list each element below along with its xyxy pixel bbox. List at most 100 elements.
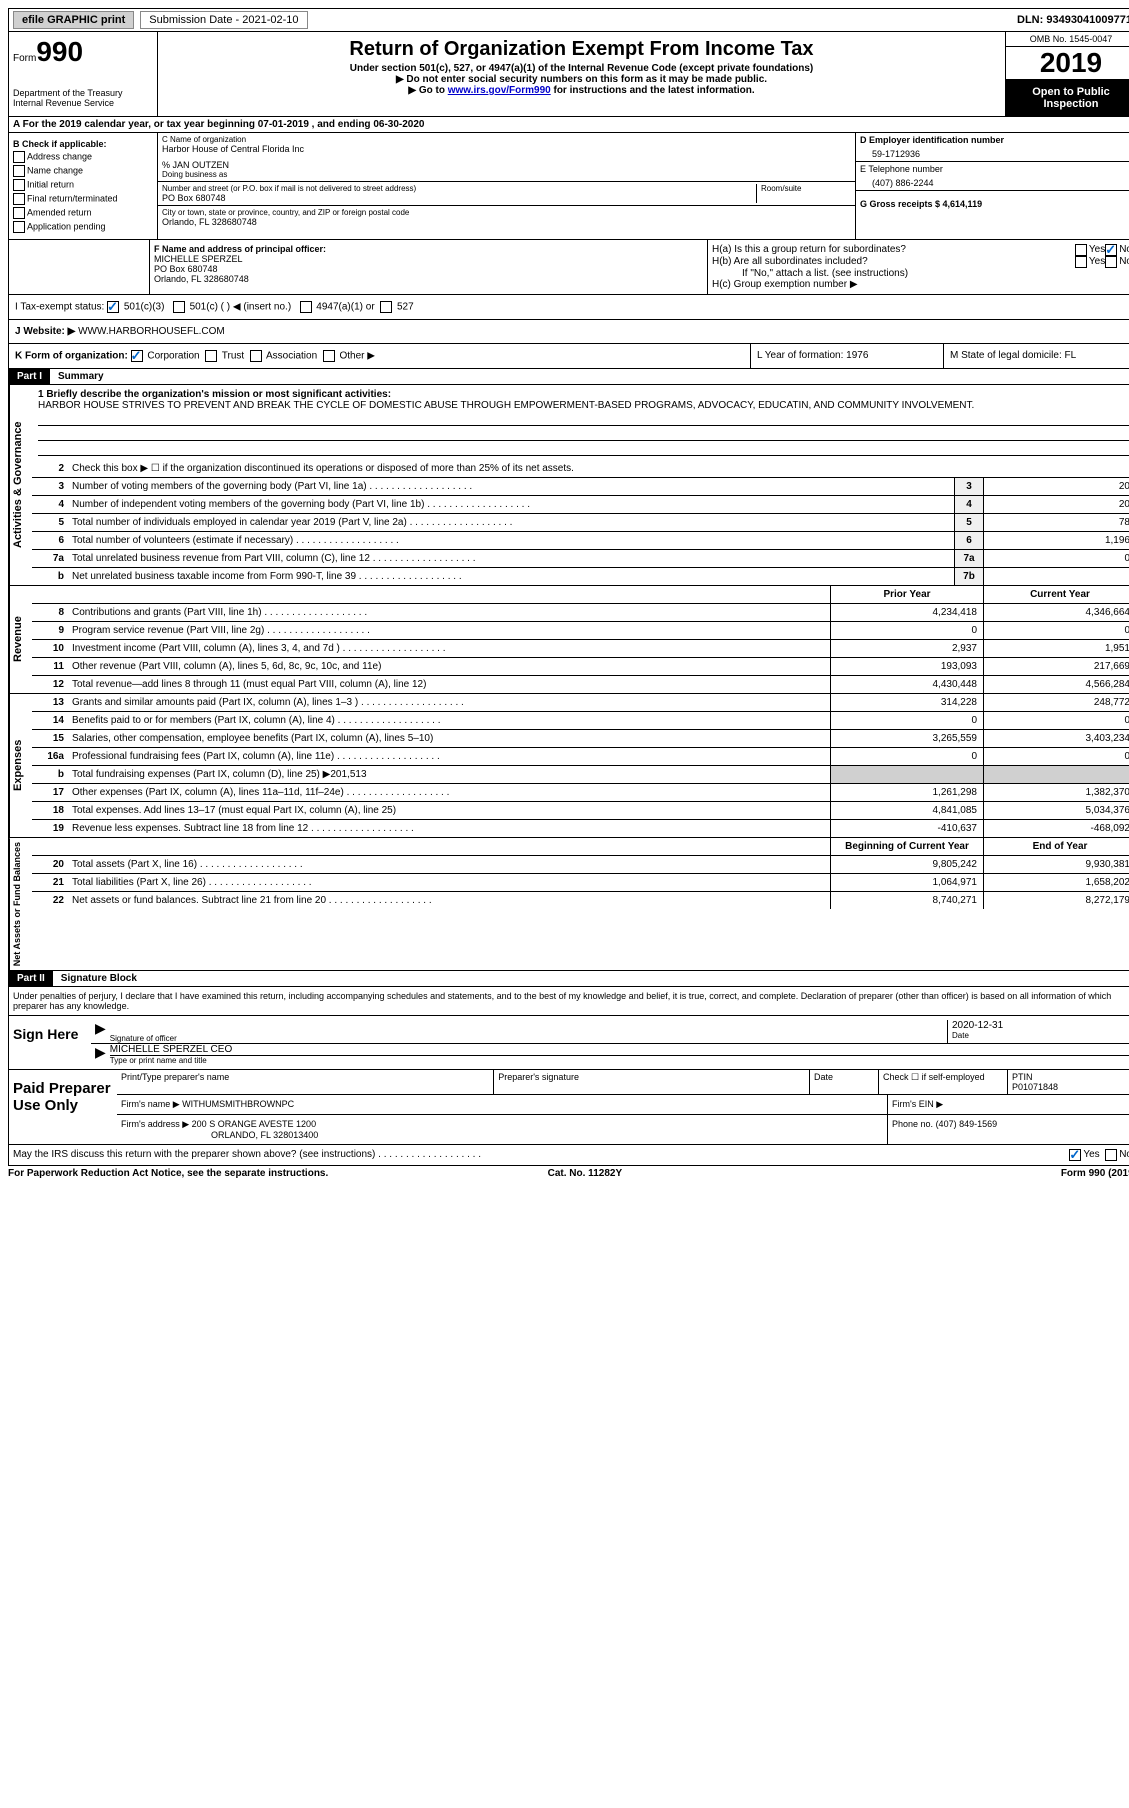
vert-revenue: Revenue [9, 586, 32, 693]
chk-trust[interactable] [205, 350, 217, 362]
dept-treasury: Department of the Treasury [13, 88, 153, 98]
footer-row: For Paperwork Reduction Act Notice, see … [8, 1166, 1129, 1181]
chk-assoc[interactable] [250, 350, 262, 362]
beginning-year-header: Beginning of Current Year [830, 838, 983, 855]
irs-discuss-row: May the IRS discuss this return with the… [8, 1145, 1129, 1166]
form-number-box: Form990 Department of the Treasury Inter… [9, 32, 158, 116]
header-sub2: ▶ Do not enter social security numbers o… [162, 74, 1001, 85]
g-receipts: G Gross receipts $ 4,614,119 [860, 199, 1129, 209]
sign-date: 2020-12-31 [952, 1020, 1129, 1031]
identity-grid: B Check if applicable: Address change Na… [8, 133, 1129, 240]
org-name: Harbor House of Central Florida Inc [162, 144, 851, 154]
header-title-block: Return of Organization Exempt From Incom… [158, 32, 1005, 116]
part2-title: Signature Block [61, 973, 137, 984]
part1-badge: Part I [9, 369, 50, 384]
irs-link[interactable]: www.irs.gov/Form990 [448, 85, 551, 96]
form-990: 990 [36, 36, 83, 67]
principal-officer: F Name and address of principal officer:… [150, 240, 707, 294]
officer-group-row: F Name and address of principal officer:… [8, 240, 1129, 295]
val-3: 20 [983, 478, 1129, 495]
part1-header: Part I Summary [8, 369, 1129, 385]
chk-corp[interactable] [131, 350, 143, 362]
check-applicable: B Check if applicable: Address change Na… [9, 133, 158, 239]
current-year-header: Current Year [983, 586, 1129, 603]
vert-net: Net Assets or Fund Balances [9, 838, 32, 970]
chk-501c3[interactable] [107, 301, 119, 313]
paid-preparer-block: Paid Preparer Use Only Print/Type prepar… [8, 1070, 1129, 1145]
firm-name: WITHUMSMITHBROWNPC [182, 1099, 294, 1109]
revenue-block: Revenue Prior YearCurrent Year 8Contribu… [8, 586, 1129, 694]
preparer-phone: (407) 849-1569 [936, 1119, 998, 1129]
part2-header: Part II Signature Block [8, 971, 1129, 987]
val-6: 1,196 [983, 532, 1129, 549]
open-inspection: Open to Public Inspection [1006, 80, 1129, 116]
chk-amended[interactable] [13, 207, 25, 219]
governance-block: Activities & Governance 1 Briefly descri… [8, 385, 1129, 586]
chk-final[interactable] [13, 193, 25, 205]
org-form-row: K Form of organization: Corporation Trus… [8, 344, 1129, 369]
h-group-return: H(a) Is this a group return for subordin… [707, 240, 1129, 294]
section-a-tax-year: A For the 2019 calendar year, or tax yea… [8, 117, 1129, 133]
vert-governance: Activities & Governance [9, 385, 32, 585]
officer-name: MICHELLE SPERZEL CEO [110, 1044, 1129, 1056]
ha-no[interactable] [1105, 244, 1117, 256]
d-label: D Employer identification number [860, 135, 1129, 145]
right-info: D Employer identification number 59-1712… [855, 133, 1129, 239]
ha-yes[interactable] [1075, 244, 1087, 256]
part2-badge: Part II [9, 971, 53, 986]
b-label: B Check if applicable: [13, 139, 153, 149]
chk-527[interactable] [380, 301, 392, 313]
val-7a: 0 [983, 550, 1129, 567]
chk-other[interactable] [323, 350, 335, 362]
vert-expenses: Expenses [9, 694, 32, 837]
chk-address[interactable] [13, 151, 25, 163]
perjury-declaration: Under penalties of perjury, I declare th… [8, 987, 1129, 1016]
chk-4947[interactable] [300, 301, 312, 313]
year-formation: L Year of formation: 1976 [750, 344, 943, 368]
chk-pending[interactable] [13, 221, 25, 233]
org-address: PO Box 680748 [162, 193, 756, 203]
chk-name[interactable] [13, 165, 25, 177]
discuss-no[interactable] [1105, 1149, 1117, 1161]
header-right-box: OMB No. 1545-0047 2019 Open to Public In… [1005, 32, 1129, 116]
sign-here-label: Sign Here [9, 1016, 87, 1069]
ein: 59-1712936 [860, 145, 1129, 159]
tax-exempt-row: I Tax-exempt status: 501(c)(3) 501(c) ( … [8, 295, 1129, 320]
website-row: J Website: ▶ WWW.HARBORHOUSEFL.COM [8, 320, 1129, 344]
efile-print-button[interactable]: efile GRAPHIC print [13, 11, 134, 29]
form-title: Return of Organization Exempt From Incom… [162, 38, 1001, 61]
efile-top-bar: efile GRAPHIC print Submission Date - 20… [8, 8, 1129, 32]
dba-label: Doing business as [162, 170, 851, 179]
mission-area: 1 Briefly describe the organization's mi… [32, 385, 1129, 460]
c-label: C Name of organization [162, 135, 851, 144]
val-4: 20 [983, 496, 1129, 513]
mission-text: HARBOR HOUSE STRIVES TO PREVENT AND BREA… [38, 400, 1129, 411]
net-assets-block: Net Assets or Fund Balances Beginning of… [8, 838, 1129, 971]
submission-date: Submission Date - 2021-02-10 [140, 11, 307, 29]
phone: (407) 886-2244 [860, 174, 1129, 188]
jan-outzen: % JAN OUTZEN [162, 160, 851, 170]
header-sub3: ▶ Go to www.irs.gov/Form990 for instruct… [162, 85, 1001, 96]
irs-label: Internal Revenue Service [13, 98, 153, 108]
hb-yes[interactable] [1075, 256, 1087, 268]
val-5: 78 [983, 514, 1129, 531]
val-7b [983, 568, 1129, 585]
form-header: Form990 Department of the Treasury Inter… [8, 32, 1129, 117]
paid-preparer-label: Paid Preparer Use Only [9, 1070, 117, 1144]
org-city: Orlando, FL 328680748 [162, 217, 851, 227]
discuss-yes[interactable] [1069, 1149, 1081, 1161]
part1-title: Summary [58, 371, 104, 382]
chk-initial[interactable] [13, 179, 25, 191]
e-label: E Telephone number [860, 164, 1129, 174]
website-url: WWW.HARBORHOUSEFL.COM [78, 326, 225, 337]
prior-year-header: Prior Year [830, 586, 983, 603]
chk-501c[interactable] [173, 301, 185, 313]
pra-notice: For Paperwork Reduction Act Notice, see … [8, 1168, 328, 1179]
sign-here-block: Sign Here ▶ Signature of officer 2020-12… [8, 1016, 1129, 1070]
expenses-block: Expenses 13Grants and similar amounts pa… [8, 694, 1129, 838]
room-label: Room/suite [761, 184, 851, 193]
form-label: Form [13, 53, 36, 64]
omb-number: OMB No. 1545-0047 [1006, 32, 1129, 47]
dln-number: DLN: 93493041009771 [1017, 14, 1129, 26]
city-label: City or town, state or province, country… [162, 208, 851, 217]
